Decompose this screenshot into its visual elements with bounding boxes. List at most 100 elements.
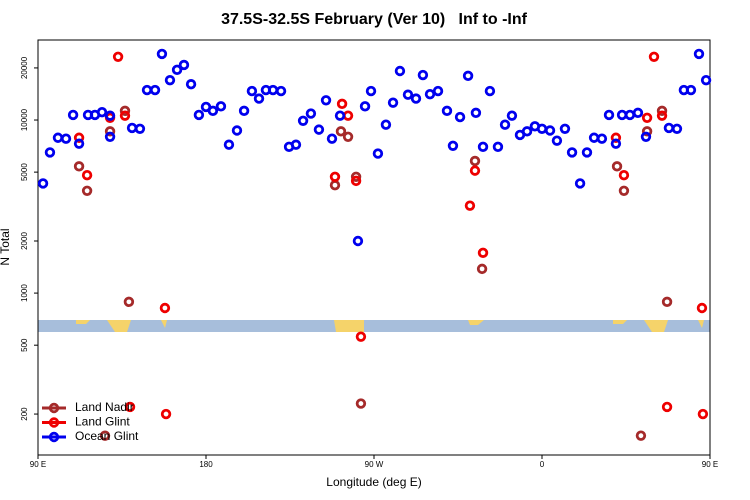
point	[671, 123, 683, 134]
point	[624, 109, 636, 121]
point	[305, 108, 317, 119]
point	[134, 123, 146, 134]
point	[521, 126, 533, 137]
point	[648, 51, 660, 62]
y-tick-label: 10000	[20, 108, 29, 131]
legend-marker	[48, 431, 60, 443]
point	[424, 89, 436, 100]
point	[566, 147, 578, 158]
point	[123, 296, 135, 308]
point	[641, 126, 653, 137]
point	[359, 101, 371, 112]
point	[112, 51, 124, 62]
ocean-strip	[38, 320, 710, 332]
legend-marker	[48, 402, 60, 414]
point	[544, 125, 556, 136]
point	[372, 148, 384, 159]
point	[661, 296, 673, 308]
plot-area: 90 E 180 90 W 0 90 E 200 500 1000 2000 5000 10000 2…	[20, 48, 718, 469]
point	[588, 132, 600, 143]
point	[559, 123, 571, 134]
x-axis-label: Longitude (deg E)	[326, 475, 421, 489]
plot-frame	[37, 39, 711, 456]
point	[44, 147, 56, 158]
point	[696, 302, 708, 314]
point	[477, 141, 489, 153]
point	[697, 408, 709, 420]
point	[73, 161, 85, 172]
point	[447, 140, 459, 151]
point	[640, 131, 652, 142]
point	[469, 155, 481, 167]
point	[506, 110, 518, 121]
point	[329, 180, 341, 191]
point	[313, 124, 325, 135]
point	[441, 105, 453, 117]
point	[231, 125, 243, 136]
point	[470, 107, 482, 119]
x-tick-label: 90 W	[365, 460, 384, 469]
point	[618, 169, 630, 181]
x-tick-label: 90 E	[30, 460, 46, 469]
point	[126, 122, 138, 134]
point	[342, 110, 354, 121]
map-strip	[38, 320, 710, 332]
point	[596, 133, 608, 144]
point	[73, 138, 85, 149]
point	[290, 139, 302, 150]
point	[581, 147, 593, 158]
point	[469, 165, 481, 176]
point	[238, 105, 250, 117]
point	[329, 171, 341, 182]
point	[387, 97, 399, 108]
point	[193, 109, 205, 121]
point	[656, 110, 668, 121]
point	[246, 85, 258, 97]
point	[141, 84, 153, 96]
point	[60, 133, 72, 144]
legend-marker	[48, 417, 60, 428]
point	[275, 85, 287, 97]
point	[119, 110, 131, 121]
point	[700, 74, 712, 86]
point	[499, 119, 511, 130]
point	[402, 89, 414, 100]
x-tick-label: 90 E	[702, 460, 718, 469]
point	[37, 178, 49, 189]
point	[417, 69, 429, 81]
point	[693, 48, 705, 60]
point	[267, 84, 279, 96]
y-tick-label: 500	[20, 338, 29, 352]
y-axis-label: N Total	[0, 228, 12, 265]
point	[484, 85, 496, 97]
point	[462, 70, 474, 82]
point	[476, 263, 488, 275]
point	[350, 175, 362, 187]
point	[320, 95, 332, 106]
point	[99, 430, 111, 441]
point	[632, 107, 644, 119]
point	[603, 109, 615, 121]
point	[635, 430, 647, 441]
point	[355, 331, 367, 342]
point	[661, 401, 673, 413]
point	[185, 79, 197, 90]
point	[67, 109, 79, 121]
point	[124, 401, 136, 413]
point	[352, 235, 364, 247]
y-tick-label: 5000	[20, 163, 29, 181]
point	[355, 398, 367, 409]
point	[336, 98, 348, 110]
legend-label: Land Nadir	[75, 400, 134, 414]
point	[73, 132, 85, 143]
point	[156, 48, 168, 60]
point	[223, 139, 235, 150]
point	[394, 65, 406, 77]
point	[350, 171, 362, 182]
point	[159, 302, 171, 314]
chart-title: 37.5S-32.5S February (Ver 10) Inf to -In…	[221, 11, 528, 28]
point	[207, 105, 219, 117]
point	[342, 131, 354, 142]
point	[641, 112, 653, 124]
point	[610, 138, 622, 149]
